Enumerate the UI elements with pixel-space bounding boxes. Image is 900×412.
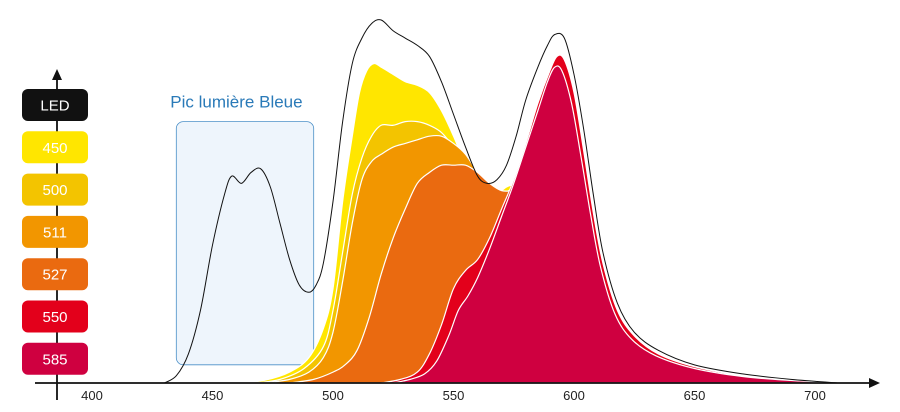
x-tick-label-500: 500 — [322, 388, 344, 403]
legend-item-550: 550 — [22, 300, 88, 333]
legend-item-511: 511 — [22, 215, 88, 248]
legend-swatch — [22, 173, 88, 206]
legend-label: 550 — [42, 309, 67, 326]
legend-label: 511 — [43, 224, 67, 241]
spectrum-line-LED — [164, 19, 840, 384]
legend-swatch — [22, 300, 88, 333]
legend-swatch — [22, 342, 88, 375]
legend-label: LED — [40, 98, 69, 115]
legend-label: 585 — [42, 351, 67, 368]
legend-item-585: 585 — [22, 342, 88, 375]
legend-item-500: 500 — [22, 173, 88, 206]
annotation-label: Pic lumière Bleue — [170, 93, 302, 112]
x-tick-label-550: 550 — [443, 388, 465, 403]
legend-swatch — [22, 258, 88, 291]
legend-swatch — [22, 89, 88, 121]
legend-item-450: 450 — [22, 131, 88, 164]
x-tick-label-700: 700 — [804, 388, 826, 403]
x-axis-arrow — [869, 378, 880, 388]
legend-swatch — [22, 131, 88, 164]
legend-label: 527 — [42, 267, 67, 284]
x-tick-label-650: 650 — [684, 388, 706, 403]
legend-item-LED: LED — [22, 89, 88, 121]
x-tick-label-400: 400 — [81, 388, 103, 403]
spectrum-areas — [240, 54, 840, 384]
annotation-box — [175, 121, 315, 366]
x-tick-labels: 400 450 500 550 600 650 700 — [81, 388, 826, 403]
x-tick-label-450: 450 — [202, 388, 224, 403]
legend-label: 450 — [42, 140, 67, 157]
spectrum-area-585 — [392, 65, 840, 384]
legend-swatch — [22, 215, 88, 248]
y-axis-arrow — [52, 69, 62, 80]
legend-label: 500 — [42, 182, 67, 199]
x-tick-label-600: 600 — [563, 388, 585, 403]
legend-item-527: 527 — [22, 258, 88, 291]
legend: LED 450 500 511 527 550 585 — [22, 89, 88, 375]
